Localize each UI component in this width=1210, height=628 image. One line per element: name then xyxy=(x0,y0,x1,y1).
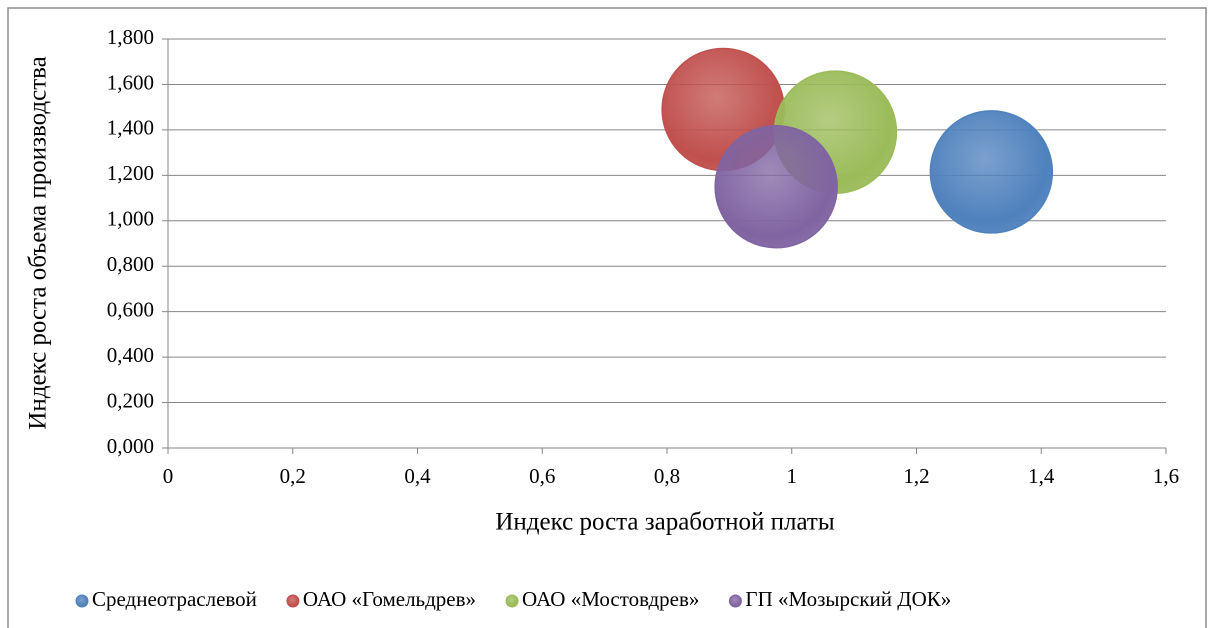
legend-label: Среднеотраслевой xyxy=(92,587,257,611)
y-tick-label: 1,400 xyxy=(107,116,154,140)
x-tick-label: 1,2 xyxy=(903,464,929,488)
x-tick-label: 0 xyxy=(163,464,174,488)
legend-marker xyxy=(75,594,89,608)
y-tick-label: 0,200 xyxy=(107,388,154,412)
legend-marker xyxy=(286,594,300,608)
bubble xyxy=(714,124,838,249)
legend-label: ГП «Мозырский ДОК» xyxy=(745,587,951,611)
y-tick-label: 1,600 xyxy=(107,70,154,94)
x-axis-title: Индекс роста заработной платы xyxy=(495,509,835,536)
y-tick-label: 0,800 xyxy=(107,252,154,276)
x-tick-label: 1,4 xyxy=(1028,464,1055,488)
x-tick-label: 0,4 xyxy=(404,464,431,488)
y-tick-label: 0,600 xyxy=(107,297,154,321)
x-tick-label: 1 xyxy=(787,464,798,488)
y-tick-label: 1,200 xyxy=(107,161,154,185)
x-tick-label: 1,6 xyxy=(1153,464,1179,488)
legend-label: ОАО «Мостовдрев» xyxy=(522,587,699,611)
legend-marker xyxy=(728,594,742,608)
x-tick-label: 0,2 xyxy=(280,464,306,488)
y-axis-title: Индекс роста объема производства xyxy=(25,56,52,429)
x-tick-label: 0,6 xyxy=(529,464,555,488)
chart-frame xyxy=(7,7,1207,628)
x-tick-label: 0,8 xyxy=(654,464,680,488)
legend-marker xyxy=(505,594,519,608)
y-tick-label: 0,000 xyxy=(107,434,154,458)
y-tick-label: 0,400 xyxy=(107,343,154,367)
legend-label: ОАО «Гомельдрев» xyxy=(303,587,476,611)
y-tick-label: 1,000 xyxy=(107,207,154,231)
y-tick-label: 1,800 xyxy=(107,25,154,49)
bubble xyxy=(929,110,1054,234)
